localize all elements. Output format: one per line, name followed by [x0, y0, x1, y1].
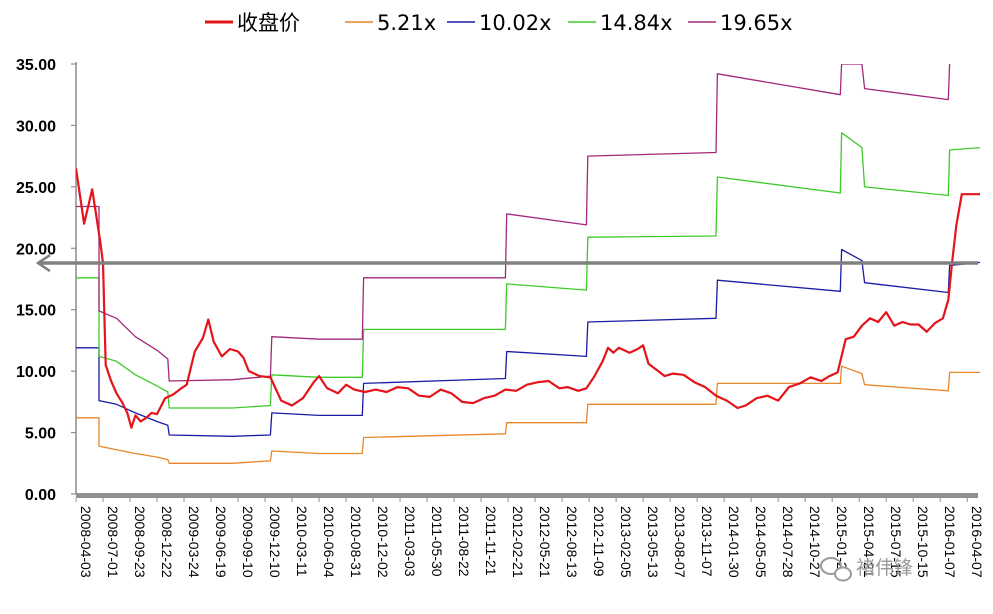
y-tick-label: 15.00 [16, 303, 56, 320]
legend-label: 19.65x [720, 11, 793, 35]
x-tick-label: 2013-05-13 [645, 506, 661, 578]
legend-item: 收盘价 [205, 11, 300, 35]
series-line [76, 132, 980, 409]
x-tick-label: 2008-07-01 [105, 506, 121, 578]
x-tick-label: 2014-07-28 [780, 506, 796, 578]
x-tick-label: 2016-04-07 [969, 506, 985, 578]
chart-legend: 收盘价 5.21x 10.02x 14.84x 19.65x [205, 11, 793, 35]
reference-arrow-head [35, 253, 51, 273]
y-tick-label: 20.00 [16, 241, 56, 258]
series-line [76, 365, 980, 464]
legend-label: 10.02x [479, 11, 552, 35]
legend-item: 5.21x [345, 11, 436, 35]
x-tick-label: 2014-01-30 [726, 506, 742, 578]
x-tick-label: 2012-08-13 [564, 506, 580, 578]
series-line [76, 168, 980, 429]
x-axis: 2008-04-03 2008-07-01 2008-09-23 2008-12-22… [75, 493, 985, 578]
legend-item: 14.84x [568, 11, 673, 35]
series-layer [76, 64, 980, 464]
x-tick-label: 2008-04-03 [78, 506, 94, 578]
x-tick-label: 2010-06-04 [321, 506, 337, 578]
x-tick-label: 2011-08-22 [456, 506, 472, 577]
x-tick-label: 2009-12-10 [267, 506, 283, 578]
series-line [76, 64, 951, 382]
y-tick-label: 25.00 [16, 180, 56, 197]
x-tick-label: 2012-05-21 [537, 506, 553, 578]
x-tick-label: 2009-09-10 [240, 506, 256, 578]
legend-label: 14.84x [600, 11, 673, 35]
x-tick-label: 2008-12-22 [159, 506, 175, 578]
x-tick-label: 2009-06-19 [213, 506, 229, 578]
x-tick-label: 2011-11-21 [483, 506, 499, 576]
watermark-text: 褚伟锋 [856, 557, 913, 579]
x-tick-label: 2012-11-09 [591, 506, 607, 577]
x-tick-label: 2015-07-15 [888, 506, 904, 578]
x-axis-band [76, 493, 978, 498]
y-tick-label: 0.00 [25, 487, 56, 504]
watermark: 褚伟锋 [820, 557, 913, 582]
reference-line [35, 253, 978, 273]
x-tick-label: 2013-02-05 [618, 506, 634, 578]
y-tick-label: 10.00 [16, 364, 56, 381]
y-tick-label: 30.00 [16, 118, 56, 135]
legend-label: 5.21x [377, 11, 436, 35]
x-tick-label: 2015-04-21 [861, 506, 877, 578]
y-tick-label: 5.00 [25, 426, 56, 443]
legend-label: 收盘价 [237, 11, 300, 35]
x-tick-label: 2013-08-07 [672, 506, 688, 578]
x-tick-label: 2010-08-31 [348, 506, 364, 578]
x-tick-label: 2009-03-24 [186, 506, 202, 578]
x-tick-label: 2011-05-30 [429, 506, 445, 577]
series-line [76, 248, 980, 437]
x-tick-label: 2010-03-11 [294, 506, 310, 577]
y-tick-label: 35.00 [16, 57, 56, 74]
x-tick-label: 2010-12-02 [375, 506, 391, 578]
x-tick-label: 2014-10-27 [807, 506, 823, 578]
legend-item: 19.65x [688, 11, 793, 35]
x-tick-label: 2013-11-07 [699, 506, 715, 577]
x-tick-label: 2008-09-23 [132, 506, 148, 578]
y-axis: 0.00 5.00 10.00 15.00 20.00 25.00 30.00 35.00 [16, 57, 77, 504]
legend-item: 10.02x [447, 11, 552, 35]
wechat-icon [820, 557, 852, 582]
x-tick-label: 2015-10-15 [915, 506, 931, 578]
x-tick-label: 2012-02-21 [510, 506, 526, 578]
x-tick-label: 2016-01-07 [942, 506, 958, 578]
x-tick-label: 2011-03-03 [402, 506, 418, 577]
x-tick-label: 2014-05-05 [753, 506, 769, 578]
